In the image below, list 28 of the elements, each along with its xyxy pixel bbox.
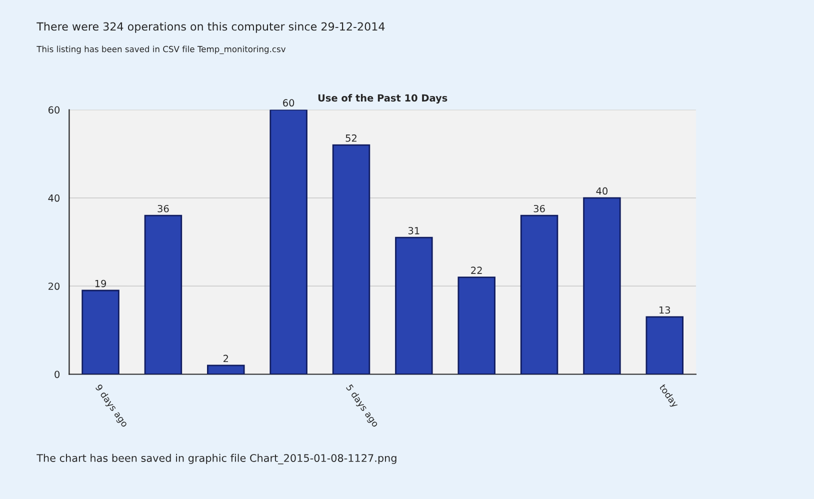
bar (207, 364, 245, 374)
y-tick-label: 20 (48, 282, 60, 290)
bar (583, 197, 621, 374)
data-label: 36 (158, 204, 169, 212)
data-label: 22 (471, 266, 482, 274)
bar (646, 316, 684, 374)
data-label: 60 (283, 99, 294, 107)
data-label: 2 (224, 354, 228, 362)
data-label: 40 (596, 187, 608, 195)
text: The chart has been saved in graphic file Chart_2015-01-08-1127.png (36, 454, 396, 464)
y-tick-label: 0 (54, 370, 60, 378)
bar (332, 144, 370, 374)
data-label: 31 (408, 226, 420, 234)
bar (520, 214, 558, 374)
text: This listing has been saved in CSV file Temp_monitoring.csv (36, 46, 286, 54)
data-label: 19 (95, 280, 106, 288)
bar (395, 236, 433, 374)
bar (270, 110, 308, 374)
bar (144, 214, 182, 374)
bar (458, 276, 496, 374)
data-label: 52 (346, 134, 356, 142)
y-tick-label: 60 (48, 106, 60, 114)
bar (82, 290, 120, 374)
y-tick-label: 40 (48, 194, 60, 202)
text: There were 324 operations on this computer since 29-12-2014 (36, 22, 385, 33)
chart-title: Use of the Past 10 Days (318, 94, 448, 104)
data-label: 36 (534, 204, 545, 212)
data-label: 13 (660, 306, 670, 314)
